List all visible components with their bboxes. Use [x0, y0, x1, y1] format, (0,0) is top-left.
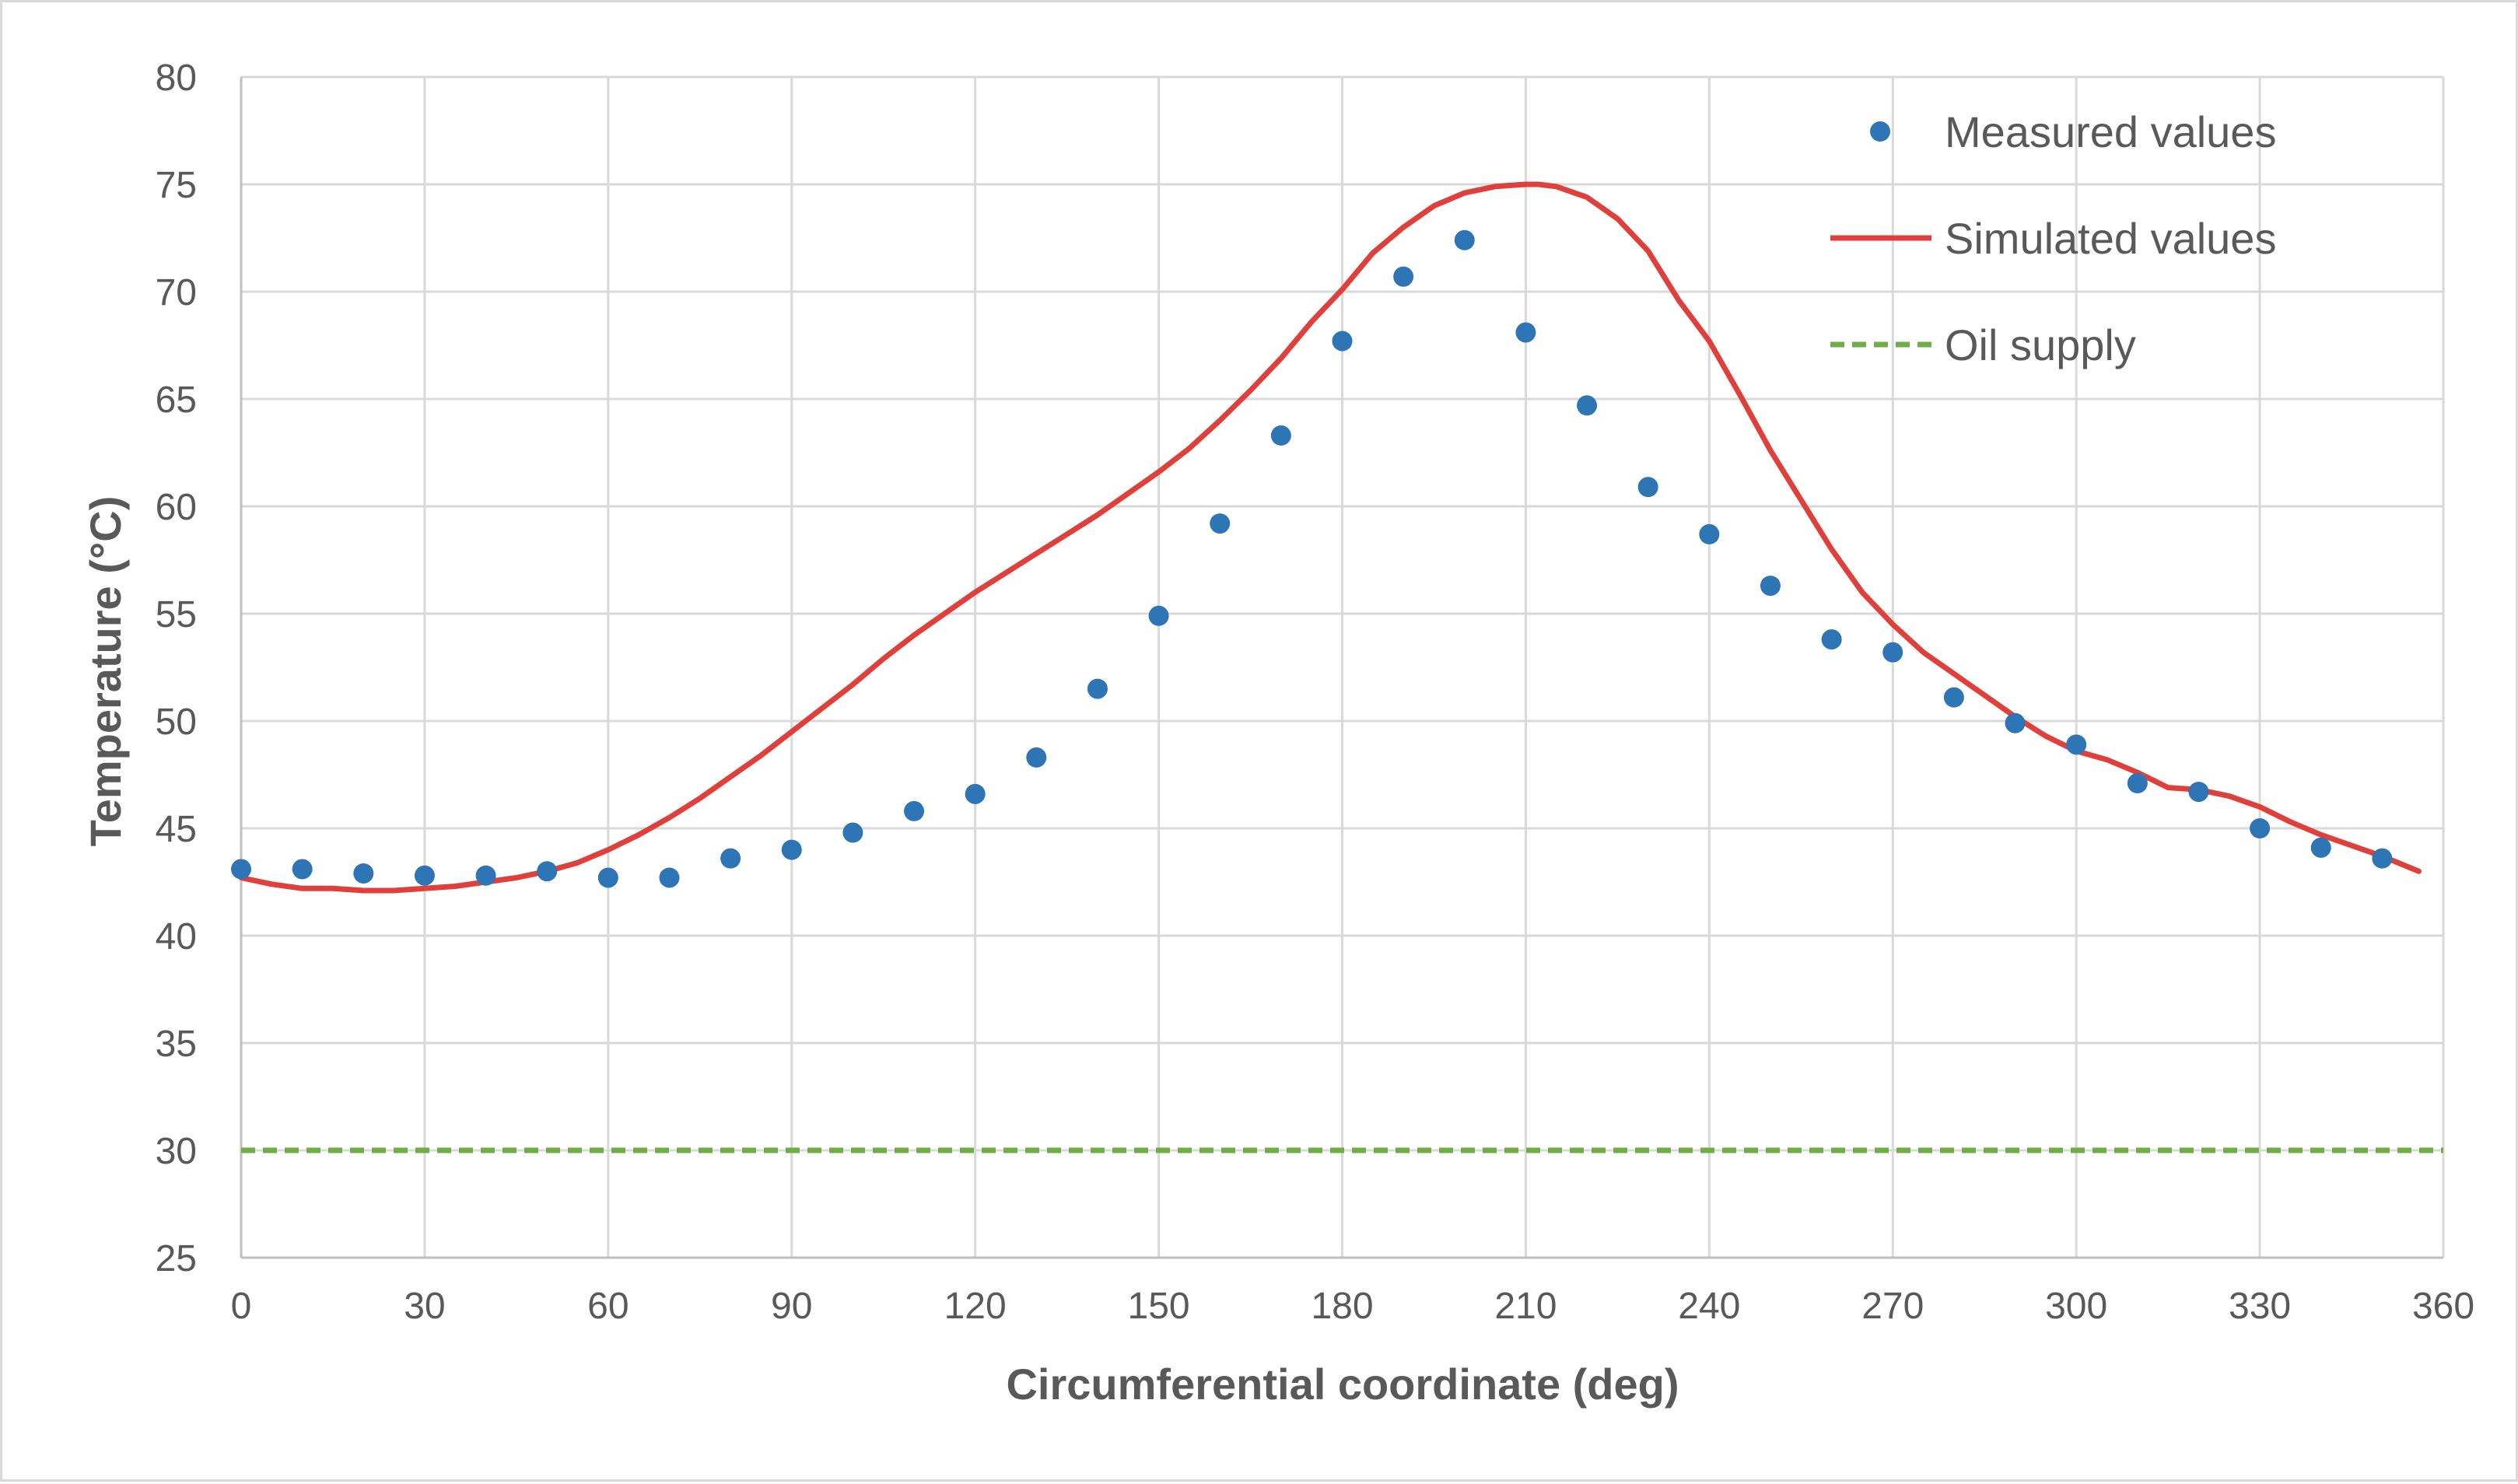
measured-values-point: [1821, 629, 1842, 650]
measured-values-point: [1393, 266, 1414, 287]
x-tick-label-240: 240: [1678, 1286, 1740, 1327]
measured-values-point: [475, 865, 496, 886]
y-tick-label-45: 45: [156, 809, 197, 850]
x-tick-label-0: 0: [231, 1286, 252, 1327]
series: [231, 181, 2443, 1153]
y-tick-label-60: 60: [156, 487, 197, 528]
measured-values-point: [2005, 712, 2026, 733]
legend-item-measured-values: Measured values: [1870, 107, 2276, 156]
measured-values-point: [781, 839, 802, 860]
measured-values-point: [1332, 331, 1353, 352]
measured-values-point: [659, 867, 680, 888]
y-tick-label-80: 80: [156, 58, 197, 99]
y-tick-label-50: 50: [156, 702, 197, 743]
x-tick-label-120: 120: [944, 1286, 1007, 1327]
x-tick-label-60: 60: [587, 1286, 629, 1327]
measured-values-point: [1087, 678, 1108, 699]
measured-values-point: [1760, 576, 1781, 597]
y-tick-label-40: 40: [156, 916, 197, 957]
legend-label-simulated-values: Simulated values: [1945, 214, 2276, 263]
legend-marker-measured-values: [1870, 121, 1890, 142]
measured-values-point: [2310, 837, 2331, 858]
measured-values-point: [414, 865, 435, 886]
measured-values-point: [720, 848, 741, 869]
x-tick-label-150: 150: [1128, 1286, 1190, 1327]
legend-item-oil-supply: Oil supply: [1830, 320, 2136, 369]
y-tick-label-55: 55: [156, 594, 197, 635]
y-tick-label-75: 75: [156, 165, 197, 206]
measured-values-point: [1026, 747, 1047, 768]
x-tick-label-30: 30: [404, 1286, 445, 1327]
legend: Measured values Simulated values Oil suppl…: [1830, 107, 2276, 369]
axes: [240, 77, 2443, 1259]
y-tick-label-35: 35: [156, 1024, 197, 1065]
measured-values-point: [1882, 642, 1903, 663]
measured-values-point: [1454, 229, 1475, 250]
measured-values-point: [597, 867, 618, 888]
x-axis-title: Circumferential coordinate (deg): [1006, 1360, 1679, 1409]
measured-values-point: [1699, 523, 1720, 544]
y-tick-label-30: 30: [156, 1131, 197, 1172]
measured-values-point: [1637, 477, 1658, 498]
y-tick-label-25: 25: [156, 1238, 197, 1279]
measured-values-point: [1515, 322, 1536, 343]
measured-values-point: [231, 859, 251, 880]
measured-values-point: [904, 800, 925, 821]
x-tick-label-360: 360: [2412, 1286, 2474, 1327]
measured-values-point: [292, 859, 313, 880]
x-tick-label-300: 300: [2045, 1286, 2107, 1327]
measured-values-point: [537, 861, 558, 882]
x-tick-label-330: 330: [2229, 1286, 2291, 1327]
legend-label-measured-values: Measured values: [1945, 107, 2276, 156]
measured-values-point: [2250, 818, 2271, 838]
legend-item-simulated-values: Simulated values: [1830, 214, 2276, 263]
x-tick-label-270: 270: [1861, 1286, 1924, 1327]
measured-values-point: [1270, 425, 1291, 446]
measured-values-point: [2372, 848, 2393, 869]
measured-values-point: [2188, 782, 2209, 803]
measured-values-point: [1210, 513, 1231, 534]
legend-label-oil-supply: Oil supply: [1945, 320, 2136, 369]
measured-values-point: [353, 863, 374, 884]
measured-values-point: [1148, 605, 1169, 626]
x-tick-label-180: 180: [1311, 1286, 1373, 1327]
measured-values-point: [2127, 773, 2148, 794]
y-tick-label-70: 70: [156, 272, 197, 313]
measured-values-point: [2066, 734, 2087, 755]
measured-values-point: [1943, 687, 1964, 708]
simulated-values-line: [238, 181, 2422, 894]
measured-values-point: [965, 783, 986, 804]
measured-values-series: [231, 229, 2393, 888]
x-tick-label-90: 90: [771, 1286, 812, 1327]
x-tick-label-210: 210: [1494, 1286, 1557, 1327]
measured-values-point: [842, 822, 863, 843]
y-tick-label-65: 65: [156, 380, 197, 421]
y-axis-title: Temperature (°C): [81, 496, 130, 847]
measured-values-point: [1577, 395, 1598, 416]
tick-labels: 0 30 60 90 120 150 180 210 240 270 300 330 360 25 30 35…: [156, 58, 2474, 1327]
